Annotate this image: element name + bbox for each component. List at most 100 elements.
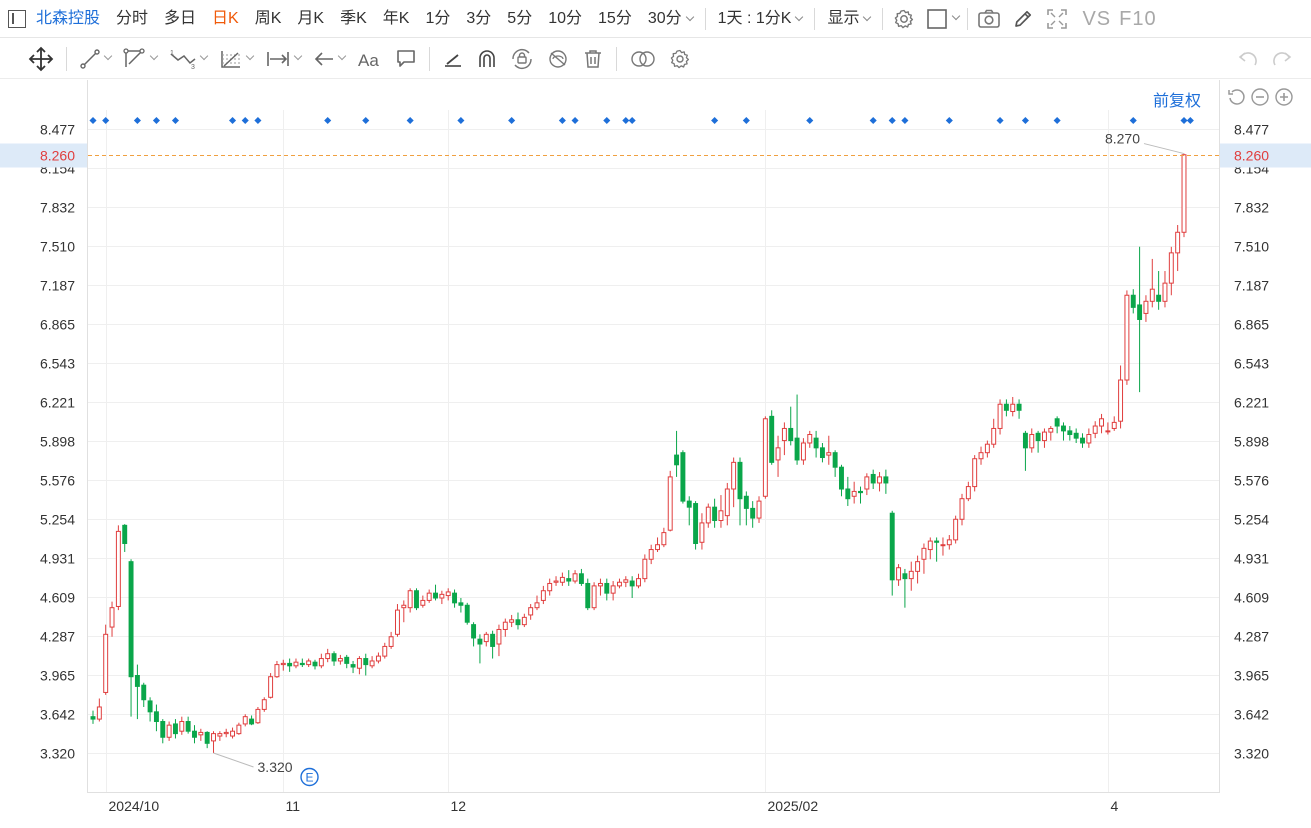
fib-tool[interactable] (213, 39, 259, 79)
compare-tool[interactable] (623, 39, 663, 79)
tab-period-5[interactable]: 季K (340, 9, 367, 27)
tab-period-6[interactable]: 年K (382, 9, 410, 27)
tab-period-4[interactable]: 月K (297, 9, 325, 27)
period-more-dropdown[interactable]: 30分 (640, 0, 701, 38)
candle-down (858, 490, 863, 494)
divider (704, 7, 706, 30)
candle-up (217, 733, 223, 737)
candle-up (984, 443, 990, 454)
y-tick-label-right: 6.865 (1234, 317, 1269, 333)
zoom-out-icon[interactable] (1250, 87, 1270, 107)
kline-chart[interactable]: 8.4778.1547.8327.5107.1876.8656.5436.221… (0, 80, 1311, 828)
current-price-label-left: 8.260 (40, 148, 75, 164)
eraser-tool[interactable] (436, 39, 470, 79)
lock-tool[interactable] (504, 39, 540, 79)
candle-up (921, 547, 927, 560)
delete-tool[interactable] (576, 39, 610, 79)
undo-button[interactable] (1229, 39, 1265, 79)
candle-down (452, 592, 458, 604)
adjustment-mode-button[interactable]: 前复权 (1153, 93, 1202, 110)
hide-drawings-tool[interactable] (540, 39, 576, 79)
display-dropdown[interactable]: 显示 (819, 0, 878, 38)
candle-down (788, 427, 794, 442)
tab-period-2[interactable]: 日K (212, 9, 239, 27)
event-dot (89, 116, 97, 125)
candle-up (1111, 421, 1117, 429)
y-tick-label-right: 7.832 (1234, 200, 1269, 216)
settings-gear-icon[interactable] (887, 0, 921, 38)
tab-period-3[interactable]: 周K (254, 9, 282, 27)
move-arrows-icon (28, 46, 54, 71)
comment-tool[interactable] (389, 39, 423, 79)
event-e-badge (300, 767, 319, 787)
candle-up (223, 731, 229, 735)
tab-period-9[interactable]: 5分 (507, 9, 533, 27)
y-tick-label-left: 3.642 (40, 707, 75, 723)
candle-up (851, 490, 857, 497)
y-tick-label-right: 8.477 (1234, 122, 1269, 138)
candle-up (1041, 431, 1047, 442)
pencil-icon[interactable] (1006, 0, 1040, 38)
f10-button[interactable]: F10 (1119, 7, 1157, 30)
candle-down (160, 721, 166, 738)
candle-up (496, 628, 502, 645)
candle-down (585, 582, 591, 609)
y-tick-label-left: 6.221 (40, 395, 75, 411)
candle-down (1022, 432, 1028, 449)
candle-down (1061, 425, 1066, 432)
candle-up (318, 658, 324, 667)
drawing-settings-tool[interactable] (663, 39, 697, 79)
channel-tool[interactable] (117, 39, 163, 79)
candle-up (407, 590, 413, 609)
event-dot (628, 116, 636, 125)
candle-down (185, 721, 191, 732)
vs-compare-button[interactable]: VS (1082, 7, 1112, 30)
magnet-tool[interactable] (470, 39, 504, 79)
tab-period-8[interactable]: 3分 (466, 9, 492, 27)
sidebar-toggle-icon[interactable] (8, 9, 26, 28)
tab-period-10[interactable]: 10分 (548, 9, 583, 27)
candle-down (839, 466, 844, 490)
candle-up (972, 458, 978, 488)
move-tool[interactable] (22, 39, 60, 79)
reset-icon[interactable] (1226, 87, 1246, 107)
y-tick-label-left: 6.543 (40, 356, 75, 372)
x-tick-label: 12 (451, 798, 467, 814)
fullscreen-icon[interactable] (1040, 0, 1074, 38)
tab-period-11[interactable]: 15分 (598, 9, 632, 27)
candle-down (743, 495, 749, 509)
tab-period-7[interactable]: 1分 (425, 9, 451, 27)
trend-line-tool[interactable] (73, 39, 117, 79)
camera-icon[interactable] (972, 0, 1006, 38)
event-dot (622, 116, 630, 125)
zoom-in-icon[interactable] (1274, 87, 1294, 107)
candle-up (439, 593, 445, 599)
interval-dropdown[interactable]: 1天 : 1分K (710, 0, 811, 38)
candle-up (1149, 288, 1155, 302)
candle-up (103, 633, 109, 693)
range-measure-tool[interactable] (259, 39, 307, 79)
tab-period-0[interactable]: 分时 (116, 9, 149, 27)
candle-up (636, 578, 641, 587)
candle-up (483, 633, 489, 643)
line-segment-icon (80, 48, 100, 69)
arrow-tool[interactable] (307, 39, 351, 79)
overlap-circles-icon (631, 50, 655, 67)
redo-button[interactable] (1265, 39, 1301, 79)
candle-up (230, 730, 236, 737)
candle-down (458, 602, 464, 606)
y-tick-label-left: 4.287 (40, 629, 75, 645)
svg-text:Aa: Aa (358, 51, 379, 70)
candle-down (794, 437, 800, 461)
layout-dropdown[interactable] (921, 0, 963, 38)
candle-down (490, 633, 496, 647)
tab-period-1[interactable]: 多日 (164, 9, 197, 27)
chevron-down-icon (685, 12, 694, 21)
text-tool[interactable]: Aa (351, 39, 389, 79)
stock-name[interactable]: 北森控股 (36, 9, 101, 27)
candle-down (331, 653, 337, 662)
event-dot (742, 116, 750, 125)
candle-up (896, 567, 902, 581)
